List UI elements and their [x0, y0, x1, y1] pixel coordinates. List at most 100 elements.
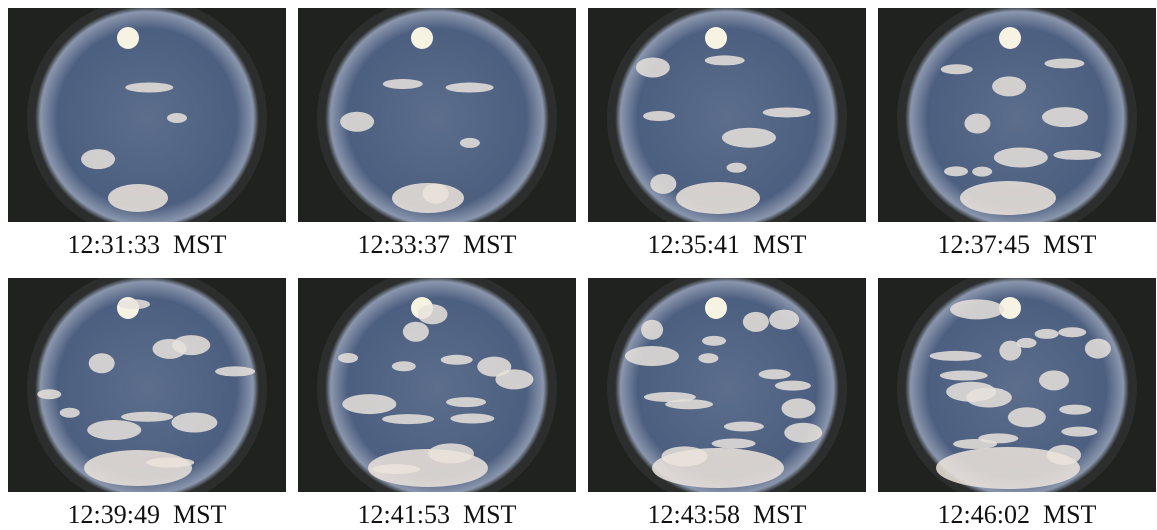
sky-image-cell: 12:41:53 MST	[298, 278, 576, 530]
cloud	[118, 299, 150, 309]
sun	[411, 27, 433, 49]
cloud	[994, 147, 1048, 167]
sky-image-cell: 12:43:58 MST	[588, 278, 866, 530]
cloud	[964, 114, 990, 134]
sky-image	[878, 278, 1156, 492]
sky-image-cell: 12:37:45 MST	[878, 8, 1156, 260]
sky-image	[8, 8, 286, 222]
cloud	[650, 174, 676, 194]
cloud	[446, 83, 494, 93]
cloud	[775, 381, 811, 391]
cloud	[340, 112, 374, 132]
cloud	[441, 355, 473, 365]
sky-image-cell: 12:31:33 MST	[8, 8, 286, 260]
cloud	[1059, 405, 1091, 415]
cloud	[712, 438, 756, 448]
cloud	[940, 371, 988, 381]
cloud	[999, 341, 1021, 361]
cloud	[1053, 150, 1101, 160]
cloud	[37, 389, 61, 399]
caption: 12:46:02 MST	[878, 500, 1156, 530]
cloud	[403, 322, 429, 342]
page: {"figure": {"captions": ["12:31:33 MST",…	[0, 0, 1157, 530]
cloud	[652, 448, 784, 488]
cloud	[417, 304, 447, 324]
cloud	[1044, 58, 1084, 68]
cloud	[108, 184, 168, 212]
caption: 12:31:33 MST	[8, 230, 286, 260]
cloud	[171, 413, 217, 433]
cloud	[460, 138, 480, 148]
sky-image	[298, 8, 576, 222]
sun	[705, 297, 727, 319]
sky-image-cell: 12:33:37 MST	[298, 8, 576, 260]
caption: 12:37:45 MST	[878, 230, 1156, 260]
cloud	[125, 82, 173, 92]
cloud	[743, 312, 769, 332]
cloud	[759, 369, 791, 379]
cloud	[167, 113, 187, 123]
cloud	[643, 111, 675, 121]
sky-image	[8, 278, 286, 492]
cloud	[676, 182, 760, 214]
cloud	[946, 382, 996, 402]
cloud	[781, 398, 815, 418]
cloud	[1061, 427, 1097, 437]
sky-image	[298, 278, 576, 492]
cloud	[992, 76, 1026, 96]
cloud	[727, 163, 747, 173]
cloud	[724, 421, 764, 431]
cloud	[383, 79, 423, 89]
sky-image	[588, 278, 866, 492]
cloud	[644, 392, 696, 402]
cloud	[84, 450, 192, 486]
sky-image-cell: 12:46:02 MST	[878, 278, 1156, 530]
caption: 12:35:41 MST	[588, 230, 866, 260]
caption: 12:41:53 MST	[298, 500, 576, 530]
cloud	[641, 320, 663, 340]
cloud	[1035, 329, 1059, 339]
cloud	[636, 57, 670, 77]
cloud	[81, 149, 115, 169]
cloud	[930, 351, 982, 361]
cloud	[1008, 407, 1046, 427]
cloud	[705, 55, 745, 65]
cloud	[172, 335, 210, 355]
cloud	[769, 310, 799, 330]
cloud	[368, 449, 488, 487]
cloud	[392, 183, 464, 213]
cloud	[121, 412, 173, 422]
cloud	[625, 346, 679, 366]
cloud	[215, 366, 255, 376]
sky-image-cell: 12:35:41 MST	[588, 8, 866, 260]
cloud	[342, 394, 396, 414]
cloud	[950, 299, 1004, 319]
sky-image	[588, 8, 866, 222]
cloud	[392, 361, 416, 371]
cloud	[972, 167, 992, 177]
sun	[117, 27, 139, 49]
cloud	[495, 369, 533, 389]
caption: 12:33:37 MST	[298, 230, 576, 260]
cloud	[60, 408, 80, 418]
cloud	[382, 414, 434, 424]
cloud	[941, 64, 973, 74]
cloud	[960, 181, 1056, 215]
sky-image	[878, 8, 1156, 222]
cloud	[953, 439, 997, 449]
cloud	[338, 353, 358, 363]
sun	[999, 27, 1021, 49]
cloud	[698, 353, 718, 363]
sun	[705, 27, 727, 49]
sky-image-cell: 12:39:49 MST	[8, 278, 286, 530]
cloud	[1039, 370, 1069, 390]
cloud	[784, 423, 822, 443]
caption: 12:39:49 MST	[8, 500, 286, 530]
cloud	[87, 420, 141, 440]
cloud	[936, 447, 1080, 489]
cloud	[763, 107, 811, 117]
cloud	[89, 353, 115, 373]
cloud	[1042, 107, 1088, 127]
cloud	[722, 128, 776, 148]
cloud	[1085, 339, 1111, 359]
